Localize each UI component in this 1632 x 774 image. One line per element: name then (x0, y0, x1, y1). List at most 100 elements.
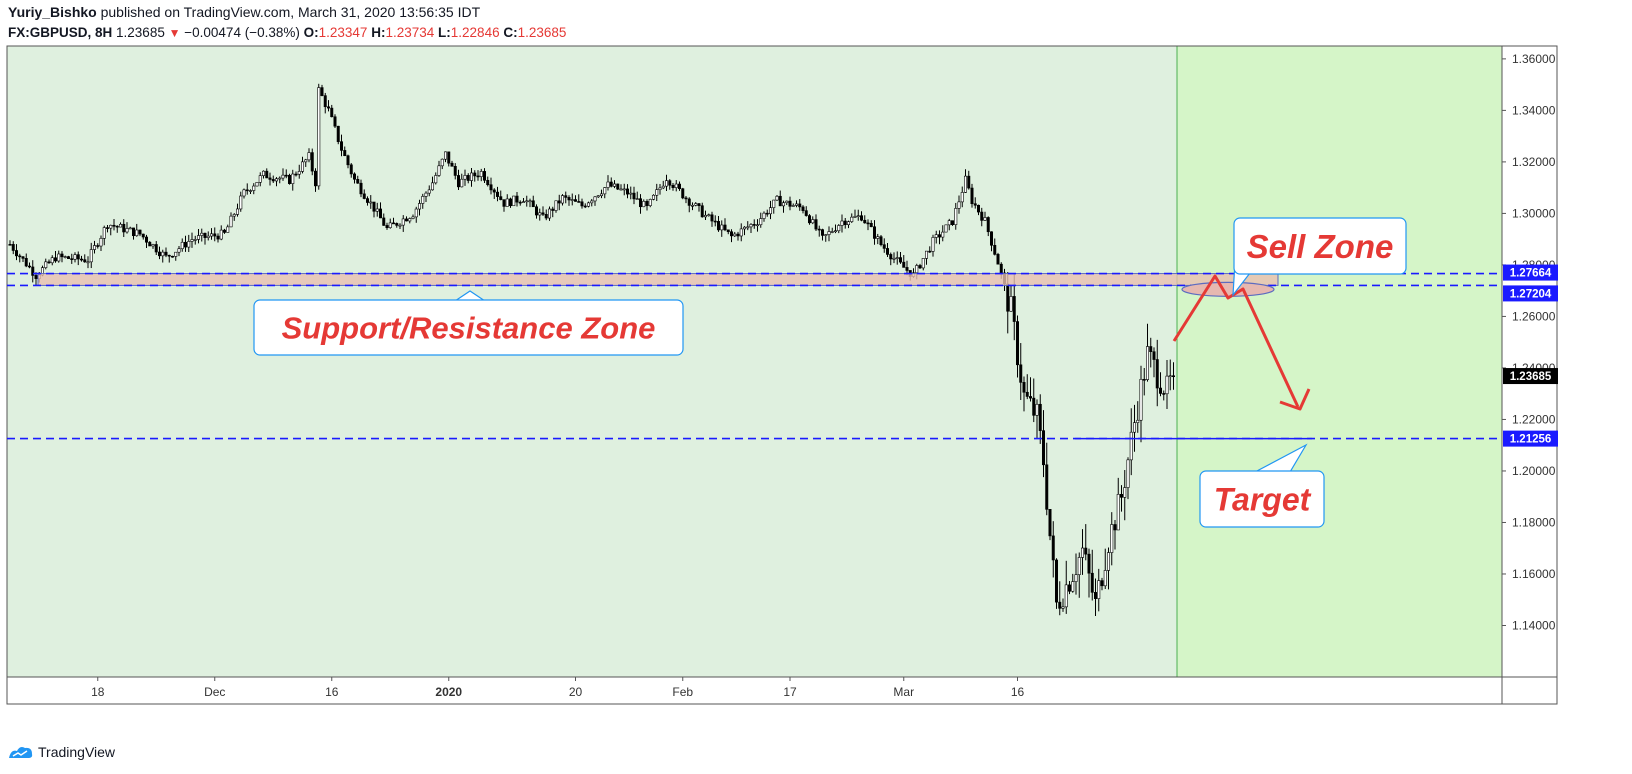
candle (1025, 374, 1029, 400)
candle-down (976, 204, 980, 213)
level-price-label-box (1503, 430, 1558, 447)
candle-down (677, 183, 681, 190)
candle-down (395, 223, 399, 226)
candle (1136, 401, 1140, 433)
candle-down (928, 250, 932, 253)
candle (112, 218, 116, 231)
candle-up (781, 202, 785, 207)
candle (411, 214, 415, 220)
candle-down (843, 220, 847, 226)
candle (577, 194, 581, 203)
candle-down (700, 205, 704, 218)
candle-down (323, 95, 327, 108)
candle-down (752, 224, 756, 226)
candle (622, 183, 626, 196)
candle (651, 194, 655, 201)
candle-up (307, 152, 311, 161)
candle (655, 183, 659, 202)
candle (885, 242, 889, 257)
candle (424, 191, 428, 203)
candle-down (583, 205, 587, 208)
candle-down (814, 219, 818, 230)
candle (791, 203, 795, 207)
candle-down (203, 232, 207, 238)
candle (1064, 560, 1068, 614)
price-tick-label: 1.20000 (1512, 464, 1556, 478)
candle (261, 170, 265, 179)
candle-down (1162, 393, 1166, 395)
candle (258, 172, 262, 187)
target-callout: Target (1199, 443, 1325, 528)
symbol-info: FX:GBPUSD, 8H 1.23685 ▼ −0.00474 (−0.38%… (8, 25, 566, 40)
candle-down (27, 265, 31, 268)
candle (11, 241, 15, 255)
candle (1139, 365, 1143, 443)
candle (86, 256, 90, 269)
candle-down (158, 251, 162, 257)
last-price-label: 1.23685 (1510, 371, 1552, 383)
candle (603, 186, 607, 199)
candle (1120, 485, 1124, 512)
forecast-background (1177, 46, 1502, 677)
candle (580, 198, 584, 209)
candle-up (593, 196, 597, 202)
candle (382, 213, 386, 226)
candle-up (664, 180, 668, 187)
candle-down (534, 206, 538, 216)
candle (15, 244, 19, 261)
candle-up (206, 235, 210, 238)
zone-callout-text: Support/Resistance Zone (282, 311, 656, 346)
candle (1090, 549, 1094, 601)
candle (879, 235, 883, 247)
candle (616, 183, 620, 190)
candle (1146, 323, 1150, 382)
tradingview-brand[interactable]: TradingView (38, 744, 116, 760)
candle (674, 180, 678, 192)
candle-down (489, 184, 493, 191)
candle (1142, 368, 1146, 396)
candle-down (372, 201, 376, 212)
candle-down (567, 197, 571, 201)
candle (437, 160, 441, 177)
candle-up (739, 228, 743, 237)
candle-up (846, 221, 850, 226)
candle (206, 231, 210, 241)
zone-callout: Support/Resistance Zone (253, 290, 684, 356)
candle-down (869, 222, 873, 228)
candle-down (404, 218, 408, 222)
candle-down (1100, 580, 1104, 587)
candle (1110, 512, 1114, 566)
candle-up (125, 228, 129, 233)
candle-up (440, 158, 444, 167)
candle-down (356, 179, 360, 184)
candle-down (668, 180, 672, 186)
candle-down (1094, 592, 1098, 599)
candle (843, 218, 847, 229)
time-tick-label: 16 (1011, 685, 1025, 699)
time-tick-label: Mar (893, 685, 914, 699)
candle (986, 216, 990, 237)
candle (882, 238, 886, 253)
candle-down (339, 141, 343, 151)
candle-down (502, 199, 506, 207)
candle-down (1045, 464, 1049, 510)
candle-up (249, 190, 253, 192)
candle (687, 197, 691, 213)
candle (807, 214, 811, 225)
candle (814, 214, 818, 232)
candle-down (21, 256, 25, 259)
candle (219, 225, 223, 241)
candle-up (430, 182, 434, 191)
candle (239, 191, 243, 212)
candle (281, 168, 285, 181)
candle (401, 215, 405, 232)
candle (512, 195, 516, 207)
candles (8, 83, 1176, 616)
candle (167, 254, 171, 263)
candle-down (365, 198, 369, 203)
candle (1129, 408, 1133, 476)
author-name[interactable]: Yuriy_Bishko (8, 4, 97, 20)
candle-down (359, 182, 363, 195)
candle (255, 182, 259, 187)
